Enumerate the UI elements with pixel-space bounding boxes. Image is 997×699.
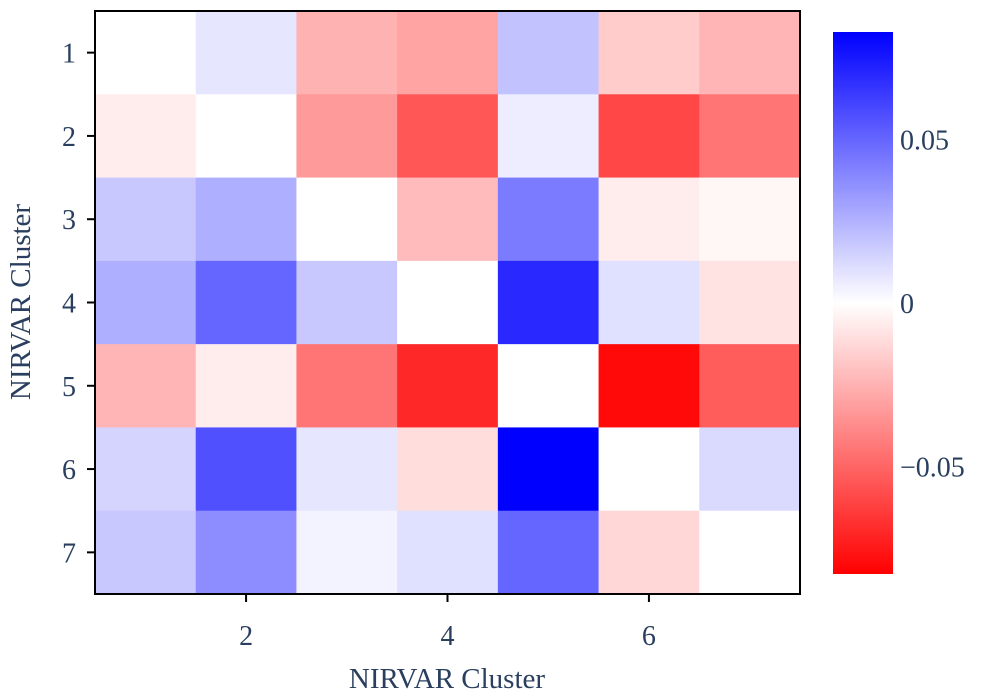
heatmap-cell-r7-c1 <box>95 510 197 595</box>
heatmap-cell-r5-c4 <box>397 344 499 429</box>
x-axis-ticks: 2 4 6 <box>239 594 656 652</box>
y-tick-label: 4 <box>62 289 76 320</box>
y-axis-title: NIRVAR Cluster <box>5 204 37 400</box>
x-tick-label: 2 <box>239 621 253 652</box>
heatmap-cell-r1-c7 <box>699 11 801 95</box>
heatmap-cell-r7-c3 <box>296 510 398 595</box>
heatmap-cell-r3-c2 <box>195 177 298 262</box>
heatmap-cell-r1-c3 <box>296 11 398 95</box>
y-tick-label: 1 <box>62 39 76 70</box>
heatmap-cell-r1-c5 <box>497 11 600 95</box>
y-tick-label: 3 <box>62 205 76 236</box>
heatmap-cells <box>95 11 801 595</box>
heatmap-cell-r4-c5 <box>497 260 600 345</box>
heatmap-cell-r1-c1 <box>95 11 197 95</box>
colorbar-ticks: 0.05 0 −0.05 <box>900 126 965 484</box>
heatmap-cell-r2-c7 <box>699 94 801 179</box>
y-tick-label: 6 <box>62 455 76 486</box>
heatmap-cell-r7-c6 <box>598 510 700 595</box>
heatmap-cell-r6-c2 <box>195 427 298 512</box>
heatmap-cell-r4-c4 <box>397 260 499 345</box>
y-axis-ticks: 1 2 3 4 5 6 7 <box>62 39 95 569</box>
heatmap-cell-r1-c4 <box>397 11 499 95</box>
colorbar <box>833 32 893 574</box>
heatmap-cell-r6-c5 <box>497 427 600 512</box>
heatmap-cell-r3-c6 <box>598 177 700 262</box>
heatmap-cell-r5-c2 <box>195 344 298 429</box>
heatmap-cell-r4-c1 <box>95 260 197 345</box>
heatmap-cell-r7-c2 <box>195 510 298 595</box>
heatmap-cell-r2-c3 <box>296 94 398 179</box>
heatmap-cell-r7-c5 <box>497 510 600 595</box>
heatmap-cell-r1-c2 <box>195 11 298 95</box>
heatmap-cell-r7-c4 <box>397 510 499 595</box>
heatmap-cell-r4-c3 <box>296 260 398 345</box>
heatmap-cell-r2-c2 <box>195 94 298 179</box>
heatmap-cell-r4-c2 <box>195 260 298 345</box>
x-tick-label: 4 <box>441 621 455 652</box>
y-tick-label: 5 <box>62 372 76 403</box>
heatmap-cell-r6-c1 <box>95 427 197 512</box>
heatmap-cell-r5-c7 <box>699 344 801 429</box>
x-axis-title: NIRVAR Cluster <box>349 663 545 695</box>
heatmap-cell-r2-c5 <box>497 94 600 179</box>
heatmap-cell-r5-c5 <box>497 344 600 429</box>
heatmap-cell-r2-c6 <box>598 94 700 179</box>
heatmap-cell-r6-c4 <box>397 427 499 512</box>
heatmap-cell-r5-c1 <box>95 344 197 429</box>
heatmap-cell-r6-c3 <box>296 427 398 512</box>
heatmap-cell-r6-c6 <box>598 427 700 512</box>
x-tick-label: 6 <box>642 621 656 652</box>
heatmap-cell-r2-c1 <box>95 94 197 179</box>
colorbar-tick-label: −0.05 <box>900 452 965 483</box>
heatmap-cell-r5-c3 <box>296 344 398 429</box>
heatmap-cell-r3-c3 <box>296 177 398 262</box>
heatmap-cell-r3-c7 <box>699 177 801 262</box>
heatmap-cell-r6-c7 <box>699 427 801 512</box>
heatmap-cell-r5-c6 <box>598 344 700 429</box>
y-tick-label: 7 <box>62 538 76 569</box>
heatmap-cell-r3-c4 <box>397 177 499 262</box>
heatmap-cell-r7-c7 <box>699 510 801 595</box>
heatmap-cell-r3-c1 <box>95 177 197 262</box>
heatmap-cell-r3-c5 <box>497 177 600 262</box>
colorbar-tick-label: 0 <box>900 289 914 320</box>
heatmap-cell-r4-c6 <box>598 260 700 345</box>
heatmap-cell-r4-c7 <box>699 260 801 345</box>
heatmap-cell-r1-c6 <box>598 11 700 95</box>
y-tick-label: 2 <box>62 122 76 153</box>
colorbar-tick-label: 0.05 <box>900 126 949 157</box>
heatmap-cell-r2-c4 <box>397 94 499 179</box>
